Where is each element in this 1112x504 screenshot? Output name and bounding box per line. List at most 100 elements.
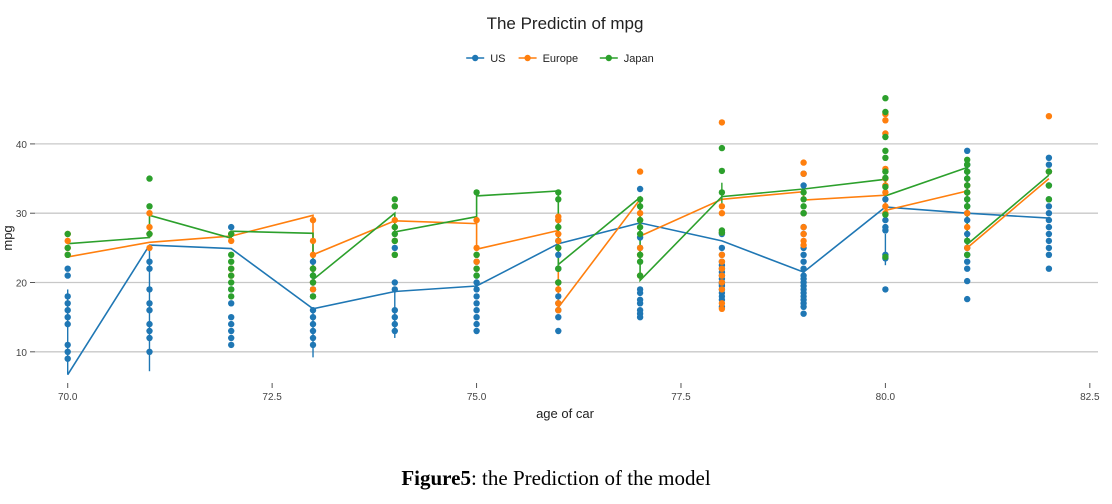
data-point-japan <box>473 251 480 258</box>
data-point-europe <box>882 203 889 210</box>
data-point-japan <box>636 203 644 210</box>
legend-marker-europe <box>524 54 531 62</box>
data-point-europe <box>555 230 562 238</box>
y-tick-label: 10 <box>16 348 28 359</box>
data-point-us <box>309 320 317 328</box>
data-point-japan <box>964 251 971 258</box>
data-point-us <box>64 293 71 300</box>
data-point-japan <box>964 237 971 245</box>
data-point-europe <box>146 244 153 252</box>
data-point-japan <box>800 196 807 203</box>
x-tick-label: 75.0 <box>467 392 487 403</box>
data-point-japan <box>882 108 889 116</box>
data-point-japan <box>964 182 971 189</box>
data-point-japan <box>882 154 889 161</box>
data-point-us <box>964 277 971 285</box>
data-point-us <box>800 310 807 317</box>
data-point-japan <box>555 265 562 272</box>
data-point-japan <box>64 230 71 238</box>
data-point-japan <box>391 196 398 203</box>
data-point-us <box>1045 244 1053 252</box>
data-point-us <box>64 314 71 321</box>
data-point-us <box>555 251 562 258</box>
data-point-europe <box>882 117 889 124</box>
data-point-europe <box>964 223 971 231</box>
data-point-us <box>800 182 807 189</box>
data-point-japan <box>882 147 889 154</box>
data-point-europe <box>146 223 153 231</box>
data-point-us <box>1045 210 1053 217</box>
data-point-japan <box>473 189 480 196</box>
data-point-us <box>64 355 71 362</box>
data-point-japan <box>882 183 889 191</box>
data-point-japan <box>636 272 644 279</box>
data-point-japan <box>636 216 644 224</box>
data-point-us <box>64 272 71 279</box>
data-point-us <box>473 300 480 307</box>
data-point-us <box>555 293 562 300</box>
data-point-us <box>391 314 398 321</box>
data-point-japan <box>882 133 889 141</box>
x-tick-label: 80.0 <box>876 392 896 403</box>
data-point-europe <box>964 210 971 217</box>
data-point-us <box>964 147 971 154</box>
data-point-europe <box>718 119 726 126</box>
data-point-us <box>473 327 480 335</box>
data-point-japan <box>64 251 71 258</box>
data-point-japan <box>882 211 889 218</box>
data-point-us <box>473 279 480 286</box>
data-point-japan <box>1045 168 1053 175</box>
data-point-japan <box>473 272 480 279</box>
data-point-us <box>146 348 153 355</box>
data-point-japan <box>228 251 235 258</box>
data-point-japan <box>636 196 644 203</box>
data-point-europe <box>800 159 807 166</box>
data-point-europe <box>718 258 726 265</box>
data-point-us <box>555 314 562 321</box>
data-point-europe <box>309 251 317 258</box>
data-point-japan <box>228 230 235 238</box>
data-point-japan <box>473 265 480 272</box>
data-point-us <box>964 216 971 224</box>
legend-label-us: US <box>490 53 505 65</box>
data-point-us <box>228 320 235 328</box>
data-point-japan <box>636 223 644 231</box>
data-point-us <box>636 286 644 293</box>
data-point-us <box>146 327 153 335</box>
data-point-japan <box>64 244 71 252</box>
data-point-europe <box>718 300 726 307</box>
data-point-japan <box>636 230 644 238</box>
data-point-us <box>391 244 398 252</box>
data-point-us <box>473 293 480 300</box>
legend-item-japan: Japan <box>599 53 654 65</box>
data-point-japan <box>391 223 398 231</box>
data-point-japan <box>718 144 726 152</box>
data-point-europe <box>718 265 726 272</box>
data-point-us <box>309 258 317 265</box>
data-point-europe <box>718 279 726 286</box>
data-point-japan <box>555 244 562 252</box>
data-point-japan <box>146 230 153 238</box>
data-point-japan <box>146 175 153 182</box>
data-point-us <box>964 295 971 303</box>
data-point-us <box>64 348 71 355</box>
data-point-us <box>146 265 153 272</box>
data-point-europe <box>800 170 807 177</box>
data-point-us <box>473 320 480 328</box>
data-point-europe <box>473 244 480 252</box>
data-point-japan <box>636 258 644 265</box>
data-point-japan <box>309 265 317 272</box>
data-point-us <box>146 307 153 314</box>
data-point-us <box>146 320 153 328</box>
data-point-us <box>391 327 398 335</box>
data-point-europe <box>800 230 807 238</box>
y-tick-label: 20 <box>16 279 28 290</box>
legend-marker-japan <box>605 54 612 62</box>
data-point-us <box>146 286 153 293</box>
data-point-us <box>882 286 889 293</box>
data-point-us <box>800 251 807 258</box>
data-point-us <box>228 223 235 231</box>
figure-caption-text: : the Prediction of the model <box>470 466 711 490</box>
data-point-japan <box>309 293 317 300</box>
data-point-japan <box>964 196 971 203</box>
